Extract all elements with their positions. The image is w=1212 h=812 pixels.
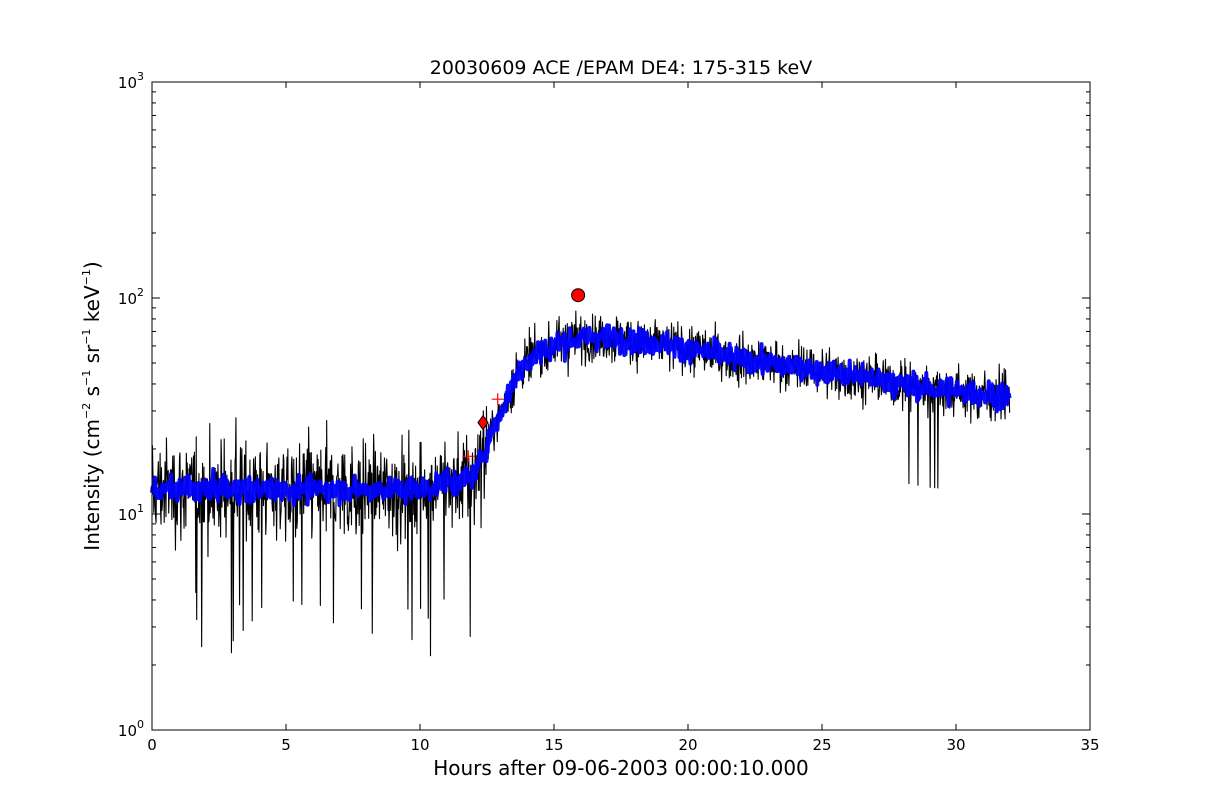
peak-marker	[571, 288, 586, 303]
x-tick-label: 5	[281, 736, 291, 754]
plot-frame	[151, 81, 1091, 731]
x-tick-label: 20	[678, 736, 697, 754]
plot-area	[150, 288, 1012, 657]
x-tick-label: 15	[544, 736, 563, 754]
plus-marker	[491, 393, 504, 406]
y-tick-label: 103	[118, 70, 144, 92]
x-tick-label: 10	[410, 736, 429, 754]
y-tick-exponent: 3	[137, 70, 144, 83]
y-label-part: sr	[80, 344, 104, 370]
y-label-part: Intensity (cm	[80, 419, 104, 551]
y-tick-base: 10	[118, 74, 137, 92]
y-label-part: s	[80, 386, 104, 403]
y-tick-exponent: 0	[137, 718, 144, 731]
x-axis-label: Hours after 09-06-2003 00:00:10.000	[433, 756, 809, 780]
y-tick-label: 101	[118, 502, 144, 524]
series-smoothed-intensity	[150, 323, 1012, 508]
y-label-part: keV	[80, 285, 104, 329]
y-label-part: )	[80, 261, 104, 269]
smoothed-intensity-line	[150, 323, 1012, 508]
x-tick-label: 0	[147, 736, 157, 754]
y-tick-label: 100	[118, 718, 144, 740]
y-axis-label: Intensity (cm−2 s−1 sr−1 keV−1)	[80, 261, 104, 550]
y-label-exp: −1	[80, 329, 93, 345]
y-label-exp: −1	[80, 370, 93, 386]
y-label-exp: −1	[80, 269, 93, 285]
x-axis-ticks: 0 5 10 15 20 25 30 35	[147, 82, 1100, 754]
x-tick-label: 35	[1080, 736, 1099, 754]
y-tick-label: 102	[118, 286, 144, 308]
y-tick-base: 10	[118, 722, 137, 740]
event-markers	[462, 288, 586, 463]
y-tick-base: 10	[118, 290, 137, 308]
y-tick-exponent: 1	[137, 502, 144, 515]
chart-title: 20030609 ACE /EPAM DE4: 175-315 keV	[430, 57, 812, 79]
plus-marker	[462, 450, 475, 463]
y-tick-exponent: 2	[137, 286, 144, 299]
y-tick-base: 10	[118, 506, 137, 524]
onset-diamond-marker	[477, 414, 489, 431]
x-tick-label: 25	[812, 736, 831, 754]
y-label-exp: −2	[80, 403, 93, 419]
x-tick-label: 30	[946, 736, 965, 754]
